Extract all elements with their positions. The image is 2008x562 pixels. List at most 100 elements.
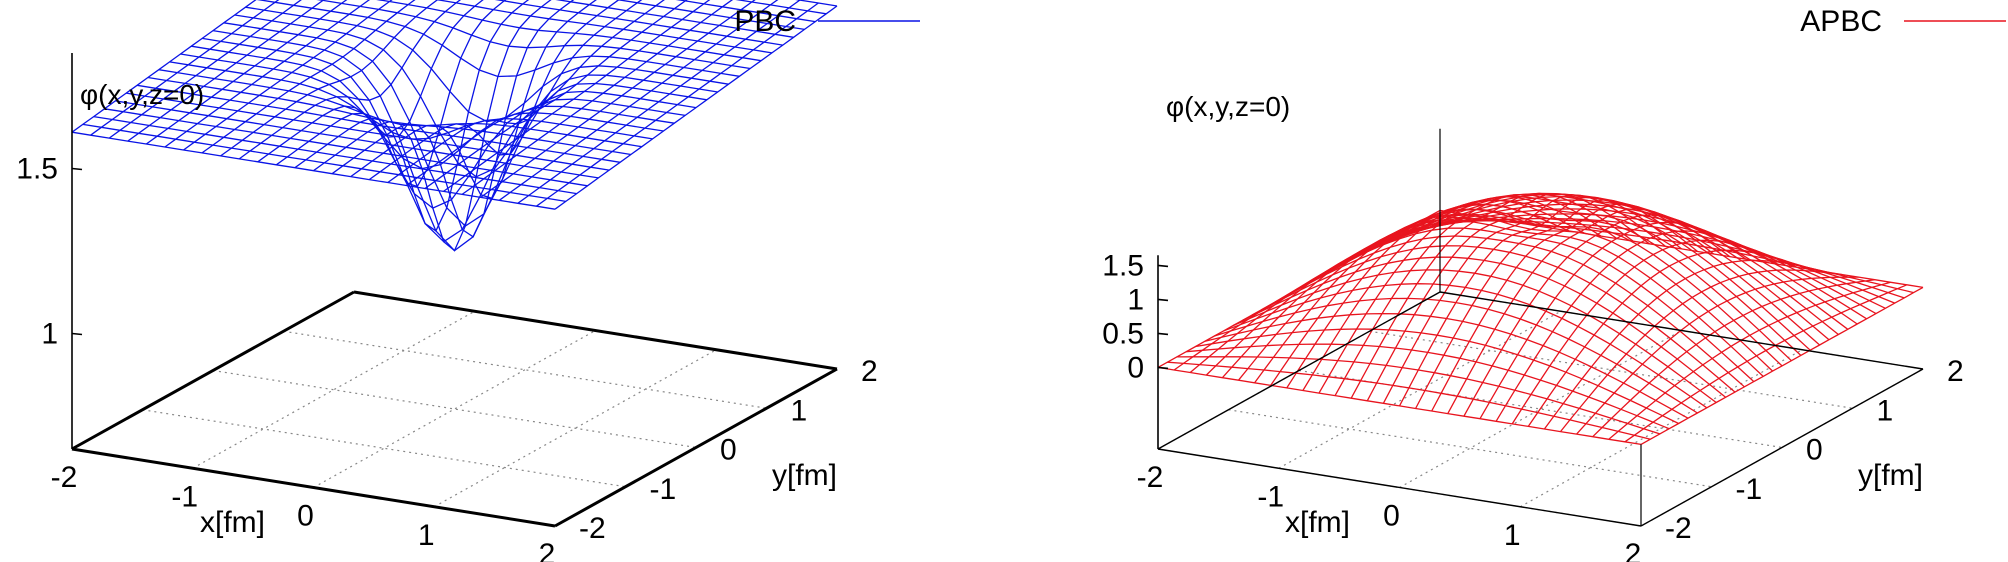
surface-line-y xyxy=(1214,297,1698,414)
z-tick-label: 1 xyxy=(1127,283,1144,316)
floor-grid-line xyxy=(313,329,596,489)
floor-back-edge xyxy=(71,290,355,451)
z-tick-mark xyxy=(71,167,83,171)
surface-line-x xyxy=(424,0,688,190)
surface-line-y xyxy=(104,108,588,187)
surface-line-y xyxy=(1261,235,1745,388)
z-tick-label: 0 xyxy=(1127,351,1144,384)
z-tick-label: 1.5 xyxy=(16,153,58,186)
surface-line-y xyxy=(202,37,686,243)
x-tick-label: 2 xyxy=(539,538,556,562)
floor-grid-line xyxy=(142,409,626,488)
y-tick-label: 0 xyxy=(720,434,737,467)
surface-line-y xyxy=(1232,269,1717,404)
z-tick-label: 1.5 xyxy=(1102,249,1144,282)
surface-line-y xyxy=(494,0,783,46)
surface-line-y xyxy=(1204,312,1689,419)
x-tick-label: 0 xyxy=(297,500,314,533)
floor-back-edge xyxy=(1157,291,1441,450)
surface-line-y xyxy=(136,84,621,163)
floor-grid-line xyxy=(192,310,476,469)
surface-mesh xyxy=(71,0,838,252)
y-tick-label: 1 xyxy=(791,394,808,427)
surface-line-y xyxy=(245,6,729,123)
z-tick-mark xyxy=(1157,332,1169,336)
floor-grid-line xyxy=(1228,409,1712,488)
z-axis-label: φ(x,y,z=0) xyxy=(1166,91,1290,122)
y-axis-label: y[fm] xyxy=(1858,459,1923,492)
surface-line-y xyxy=(256,0,740,78)
surface-line-y xyxy=(1186,343,1670,430)
floor-grid-line xyxy=(283,330,767,409)
surface-line-x xyxy=(1463,214,1747,417)
surface-line-y xyxy=(376,0,762,62)
surface-line-y xyxy=(1176,356,1660,435)
tick-labels: 1 1.5 -2 -1 0 1 2 -2 -1 0 1 2 xyxy=(16,153,877,562)
z-tick-mark xyxy=(71,332,83,336)
z-tick-mark xyxy=(1157,264,1169,268)
surface-line-y xyxy=(93,115,577,195)
floor-grid-line xyxy=(212,369,697,449)
floor-back-edge xyxy=(1439,291,1924,370)
z-tick-mark xyxy=(1157,366,1169,370)
x-tick-label: 2 xyxy=(1625,538,1642,562)
surface-line-x xyxy=(1592,279,1875,438)
x-tick-label: -2 xyxy=(51,461,78,494)
floor-back-edge xyxy=(353,290,838,371)
surface-line-y xyxy=(1326,196,1811,351)
y-tick-label: -1 xyxy=(650,473,677,506)
x-axis-line xyxy=(1157,448,1642,527)
z-tick-label: 1 xyxy=(41,318,58,351)
surface-line-y xyxy=(71,131,556,210)
y-tick-label: -1 xyxy=(1736,473,1763,506)
surface-line-y xyxy=(435,0,773,54)
surface-line-x xyxy=(461,0,734,195)
surface-line-y xyxy=(158,69,642,148)
legend-label-pbc: PBC xyxy=(734,5,796,38)
surface-line-y xyxy=(1317,199,1802,356)
y-axis-label: y[fm] xyxy=(772,459,837,492)
surface-line-y xyxy=(234,14,718,178)
legend: APBC xyxy=(1800,5,2006,38)
y-tick-label: -2 xyxy=(1665,512,1692,545)
x-tick-label: -2 xyxy=(1137,461,1164,494)
surface-line-y xyxy=(115,100,599,179)
surface-line-y xyxy=(1439,209,1924,289)
x-axis-line xyxy=(71,447,556,528)
surface-line-x xyxy=(220,0,439,157)
surface-line-y xyxy=(126,92,610,171)
surface-line-y xyxy=(1167,361,1651,440)
surface-line-x xyxy=(1608,281,1891,440)
surface-line-y xyxy=(555,0,794,38)
legend-label-apbc: APBC xyxy=(1800,5,1882,38)
y-tick-label: 1 xyxy=(1877,394,1894,427)
y-axis-line xyxy=(1640,368,1924,527)
y-tick-label: -2 xyxy=(579,512,606,545)
surface-line-y xyxy=(1157,366,1642,446)
x-axis-label: x[fm] xyxy=(200,506,265,539)
surface-line-y xyxy=(169,61,653,140)
surface-line-y xyxy=(223,22,707,227)
x-axis-label: x[fm] xyxy=(1285,506,1350,539)
surface-line-y xyxy=(615,0,805,31)
surface-line-y xyxy=(212,29,697,252)
x-tick-label: 1 xyxy=(418,519,435,552)
x-tick-label: -1 xyxy=(1257,480,1284,513)
surface-mesh xyxy=(1157,192,1924,446)
surface-line-y xyxy=(82,123,566,203)
y-tick-label: 0 xyxy=(1806,434,1823,467)
surface-line-y xyxy=(1364,195,1849,330)
surface-line-y xyxy=(1223,283,1708,409)
legend: PBC xyxy=(734,5,920,38)
z-tick-label: 0.5 xyxy=(1102,317,1144,350)
surface-line-y xyxy=(1195,328,1679,425)
surface-line-y xyxy=(191,45,675,209)
z-tick-mark xyxy=(1157,298,1169,302)
surface-line-y xyxy=(1336,193,1821,346)
pbc-chart: 1 1.5 -2 -1 0 1 2 -2 -1 0 1 2 φ(x,y,z=0) x[fm] y[fm… xyxy=(16,0,920,562)
surface-line-y xyxy=(1373,199,1858,325)
surface-line-y xyxy=(735,0,827,15)
